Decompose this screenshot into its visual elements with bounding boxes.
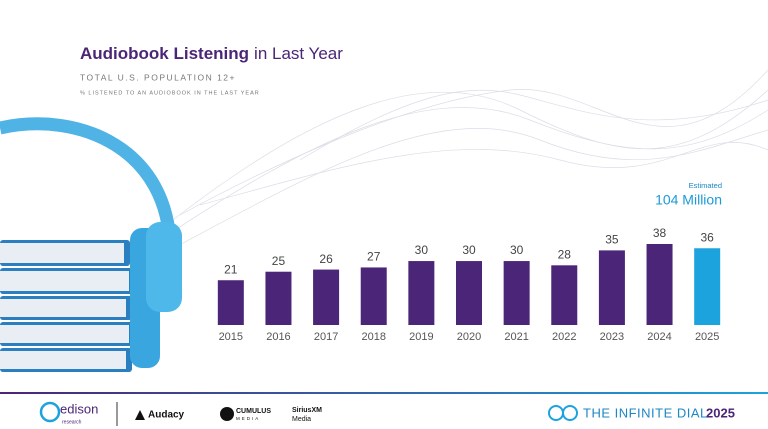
edison-sub: research	[62, 419, 82, 425]
x-tick-label: 2024	[647, 331, 671, 343]
bar	[694, 248, 721, 325]
bar	[217, 280, 244, 325]
value-label: 38	[653, 226, 667, 240]
bar	[456, 261, 482, 325]
subtitle: TOTAL U.S. POPULATION 12+	[80, 72, 236, 82]
footer: edison research Audacy CUMULUS MEDIA Sir…	[39, 401, 735, 426]
annotation-label: Estimated	[689, 181, 722, 190]
cumulus-mark	[220, 407, 234, 421]
bar	[551, 265, 578, 325]
value-label: 30	[462, 243, 476, 257]
books-illustration	[0, 117, 182, 372]
value-label: 30	[415, 243, 429, 257]
value-label: 30	[510, 243, 524, 257]
bar	[360, 267, 387, 325]
x-tick-label: 2022	[552, 331, 576, 343]
bar	[503, 261, 530, 325]
dial-mark	[548, 405, 578, 421]
x-tick-label: 2019	[409, 331, 433, 343]
value-label: 21	[224, 262, 238, 276]
x-tick-label: 2021	[504, 331, 528, 343]
edison-logo: edison	[60, 401, 98, 416]
footer-rule	[0, 392, 768, 394]
note: % LISTENED TO AN AUDIOBOOK IN THE LAST Y…	[80, 90, 260, 96]
bar	[313, 269, 340, 325]
audacy-logo: Audacy	[148, 410, 185, 421]
value-label: 27	[367, 250, 381, 264]
value-label: 35	[605, 233, 619, 247]
chart-title: Audiobook Listening in Last Year	[80, 44, 343, 63]
annotation-text: 104 Million	[655, 192, 722, 208]
dial-logo: THE INFINITE DIAL	[583, 405, 708, 420]
x-tick-label: 2018	[361, 331, 385, 343]
x-tick-label: 2017	[314, 331, 338, 343]
bar	[265, 271, 292, 325]
value-label: 25	[272, 254, 286, 268]
cumulus-sub: MEDIA	[236, 416, 260, 421]
sirius-logo: SiriusXM	[292, 407, 322, 414]
audacy-mark	[135, 410, 145, 420]
dial-year: 2025	[706, 405, 735, 420]
value-label: 26	[319, 252, 333, 266]
bar	[598, 250, 625, 325]
x-tick-label: 2020	[457, 331, 481, 343]
x-tick-label: 2015	[219, 331, 243, 343]
sirius-sub: Media	[292, 416, 311, 423]
x-tick-label: 2025	[695, 331, 719, 343]
cumulus-logo: CUMULUS	[236, 408, 271, 415]
x-tick-label: 2023	[600, 331, 624, 343]
title-bold: Audiobook Listening	[80, 44, 249, 63]
background-waves	[159, 69, 768, 251]
value-label: 28	[558, 247, 572, 261]
bar	[646, 244, 673, 325]
title-rest: in Last Year	[254, 44, 343, 63]
edison-logo-mark	[39, 401, 61, 423]
value-label: 36	[701, 230, 715, 244]
x-tick-label: 2016	[266, 331, 290, 343]
bar	[408, 261, 435, 325]
